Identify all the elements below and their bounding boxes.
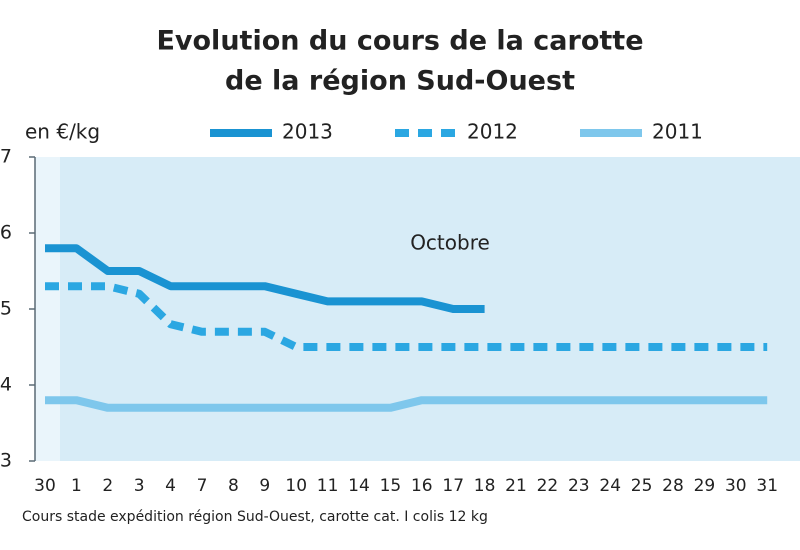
- x-tick-label: 1: [71, 476, 82, 496]
- y-tick-label: 6: [0, 222, 12, 244]
- x-tick-label: 4: [165, 476, 176, 496]
- x-tick-label: 21: [505, 476, 527, 496]
- x-tick-label: 18: [474, 476, 496, 496]
- x-tick-label: 11: [317, 476, 339, 496]
- x-tick-label: 3: [134, 476, 145, 496]
- plot-area: [35, 157, 800, 461]
- note: Cours stade expédition région Sud-Ouest,…: [22, 509, 488, 525]
- x-tick-label: 14: [348, 476, 370, 496]
- x-tick-label: 17: [442, 476, 464, 496]
- x-tick-label: 28: [662, 476, 684, 496]
- x-tick-label: 30: [725, 476, 747, 496]
- x-tick-label: 10: [285, 476, 307, 496]
- x-tick-label: 9: [259, 476, 270, 496]
- legend-label: 2013: [282, 120, 333, 144]
- annotation: Octobre: [410, 231, 490, 255]
- x-tick-label: 16: [411, 476, 433, 496]
- series-line: [45, 282, 768, 351]
- x-tick-label: 2: [102, 476, 113, 496]
- y-tick-label: 3: [0, 450, 12, 472]
- x-tick-label: 24: [599, 476, 621, 496]
- y-axis-label: en €/kg: [25, 120, 100, 144]
- chart-title: Evolution du cours de la carotte: [156, 26, 643, 57]
- series-line: [45, 396, 768, 412]
- x-tick-label: 25: [631, 476, 653, 496]
- x-tick-label: 29: [694, 476, 716, 496]
- y-tick-label: 7: [0, 146, 12, 168]
- series-line: [45, 244, 485, 313]
- x-tick-label: 31: [756, 476, 778, 496]
- chart-subtitle: de la région Sud-Ouest: [225, 66, 575, 97]
- y-tick-label: 4: [0, 374, 12, 396]
- x-tick-label: 8: [228, 476, 239, 496]
- plot-area-start: [35, 157, 60, 461]
- x-tick-label: 15: [380, 476, 402, 496]
- legend-label: 2011: [652, 120, 703, 144]
- legend-label: 2012: [467, 120, 518, 144]
- x-tick-label: 30: [34, 476, 56, 496]
- x-tick-label: 23: [568, 476, 590, 496]
- x-tick-label: 22: [537, 476, 559, 496]
- y-tick-label: 5: [0, 298, 12, 320]
- x-tick-label: 7: [197, 476, 208, 496]
